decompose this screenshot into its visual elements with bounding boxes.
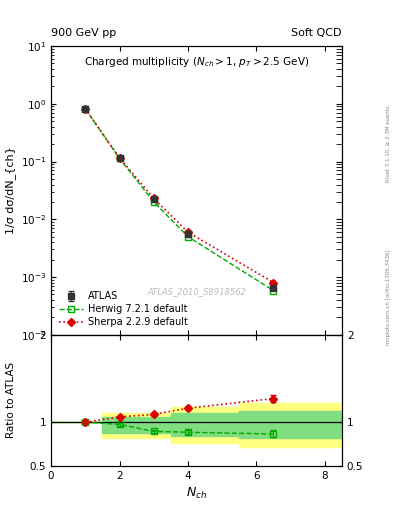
Sherpa 2.2.9 default (83, 105, 88, 112)
Text: Charged multiplicity ($N_{ch}>1$, $p_{T}>2.5$ GeV): Charged multiplicity ($N_{ch}>1$, $p_{T}… (84, 55, 309, 69)
Line: Herwig 7.2.1 default: Herwig 7.2.1 default (82, 105, 277, 294)
Text: 900 GeV pp: 900 GeV pp (51, 28, 116, 38)
Sherpa 2.2.9 default (151, 195, 156, 201)
Herwig 7.2.1 default (83, 105, 88, 112)
Text: Soft QCD: Soft QCD (292, 28, 342, 38)
Herwig 7.2.1 default (271, 288, 276, 294)
Text: mcplots.cern.ch [arXiv:1306.3436]: mcplots.cern.ch [arXiv:1306.3436] (386, 249, 391, 345)
Line: Sherpa 2.2.9 default: Sherpa 2.2.9 default (83, 106, 276, 285)
Sherpa 2.2.9 default (117, 155, 122, 161)
Herwig 7.2.1 default (117, 156, 122, 162)
Y-axis label: 1/σ dσ/dN_{ch}: 1/σ dσ/dN_{ch} (5, 146, 16, 234)
Sherpa 2.2.9 default (185, 229, 190, 235)
Sherpa 2.2.9 default (271, 280, 276, 286)
Herwig 7.2.1 default (151, 199, 156, 205)
Y-axis label: Ratio to ATLAS: Ratio to ATLAS (6, 362, 16, 438)
Text: Rivet 3.1.10, ≥ 2.3M events: Rivet 3.1.10, ≥ 2.3M events (386, 105, 391, 182)
Legend: ATLAS, Herwig 7.2.1 default, Sherpa 2.2.9 default: ATLAS, Herwig 7.2.1 default, Sherpa 2.2.… (56, 288, 191, 330)
Text: ATLAS_2010_S8918562: ATLAS_2010_S8918562 (147, 287, 246, 296)
X-axis label: $N_{ch}$: $N_{ch}$ (186, 486, 207, 501)
Herwig 7.2.1 default (185, 233, 190, 240)
